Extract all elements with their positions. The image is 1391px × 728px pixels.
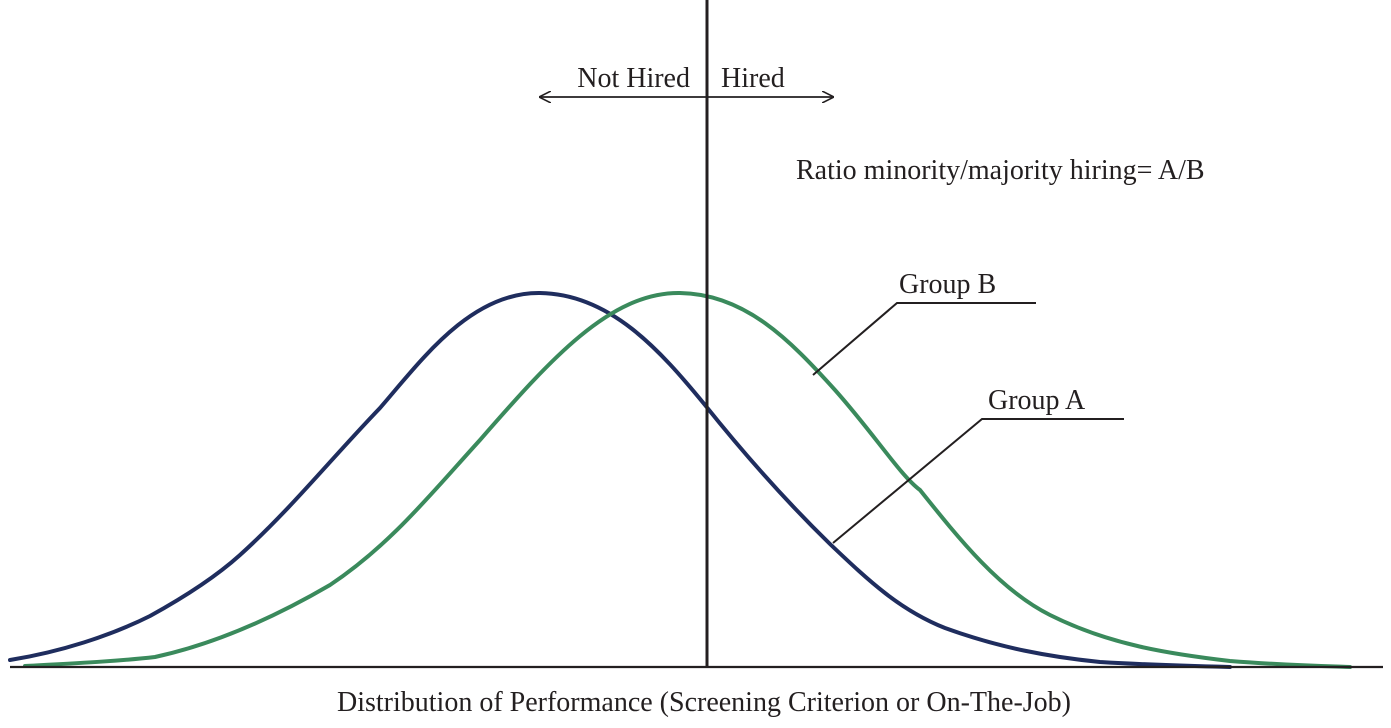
group-b-label: Group B <box>899 269 996 300</box>
ratio-label: Ratio minority/majority hiring= A/B <box>796 155 1205 186</box>
x-axis-label: Distribution of Performance (Screening C… <box>337 687 1071 718</box>
group-b-leader-line <box>812 302 1036 376</box>
group-a-curve <box>8 290 1232 669</box>
hired-label: Hired <box>721 63 785 94</box>
group-a-label: Group A <box>988 385 1086 416</box>
not-hired-label: Not Hired <box>577 63 690 94</box>
group-b-curve <box>23 290 1352 669</box>
group-a-leader-line <box>832 418 1124 544</box>
